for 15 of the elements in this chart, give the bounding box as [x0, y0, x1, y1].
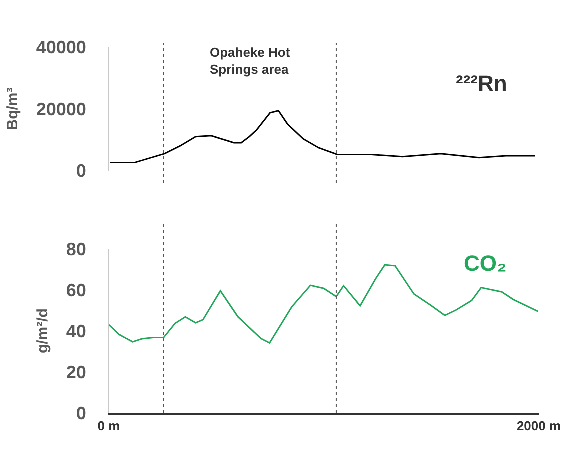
y-axis-title: g/m²/d — [34, 308, 52, 354]
y-tick-label: 60 — [66, 280, 86, 300]
y-tick-label: 0 — [76, 403, 86, 424]
x-tick-label: 0 m — [98, 418, 120, 434]
y-axis-title: Bq/m³ — [4, 88, 22, 130]
y-tick-label: 20000 — [36, 99, 86, 120]
y-tick-label: 40 — [66, 321, 86, 342]
text: ²²²Rn — [456, 71, 508, 96]
y-tick-label: 40000 — [36, 37, 86, 58]
annotation: Opaheke Hot Springs area — [210, 45, 291, 77]
y-tick-label: 80 — [66, 239, 86, 260]
y-tick-label: 20 — [66, 362, 86, 382]
x-tick-label: 2000 m — [516, 418, 562, 434]
series-label: CO₂ — [464, 251, 507, 276]
y-tick-label: 0 — [76, 161, 86, 182]
